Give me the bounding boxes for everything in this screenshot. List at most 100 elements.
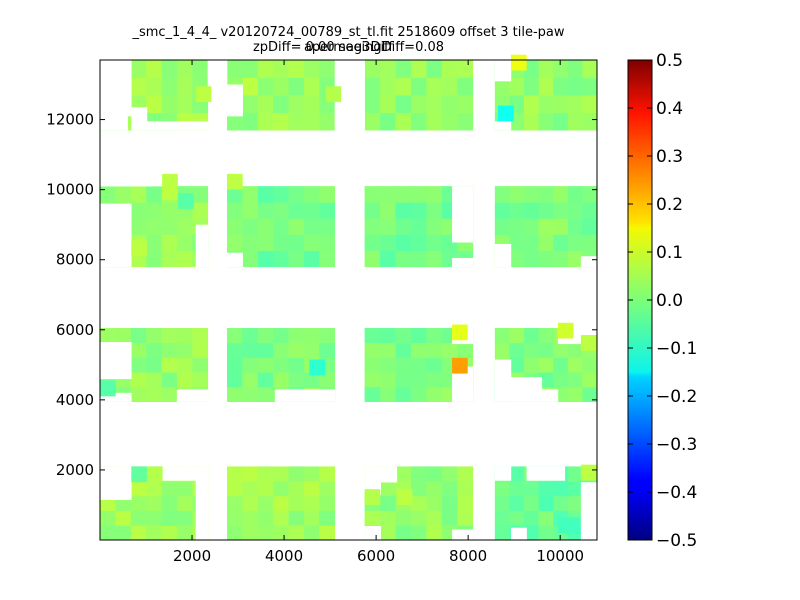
heatmap-gap bbox=[227, 252, 243, 268]
heatmap-cell bbox=[567, 112, 583, 131]
heatmap-cell bbox=[380, 218, 396, 235]
heatmap-cell bbox=[494, 495, 510, 511]
heatmap-cell bbox=[146, 95, 162, 113]
heatmap-cell bbox=[146, 481, 162, 497]
heatmap-cell bbox=[538, 112, 554, 131]
heatmap-cell bbox=[146, 372, 162, 388]
heatmap-cell bbox=[130, 495, 147, 511]
heatmap-cell bbox=[395, 77, 412, 96]
heatmap-cell bbox=[161, 372, 178, 388]
heatmap-cell bbox=[242, 342, 259, 358]
heatmap-gap bbox=[510, 527, 527, 541]
heatmap-cell bbox=[538, 77, 554, 96]
heatmap-cell bbox=[257, 95, 274, 113]
heatmap-cell bbox=[303, 202, 320, 219]
heatmap-highlight-cell bbox=[325, 86, 342, 103]
heatmap-cell bbox=[494, 202, 510, 219]
heatmap-cell bbox=[242, 481, 259, 497]
heatmap-cell bbox=[257, 495, 274, 511]
heatmap-highlight-cell bbox=[100, 380, 116, 397]
heatmap-cell bbox=[227, 525, 243, 541]
heatmap-cell bbox=[146, 186, 162, 203]
x-tick-label: 6000 bbox=[357, 547, 395, 565]
heatmap-cell bbox=[227, 202, 243, 219]
heatmap-cell bbox=[273, 495, 289, 511]
heatmap-cell bbox=[410, 386, 427, 403]
heatmap-cell bbox=[257, 234, 274, 251]
colorbar-tick-label: 0.1 bbox=[656, 243, 683, 263]
heatmap-cell bbox=[303, 60, 320, 78]
heatmap-cell bbox=[567, 95, 583, 113]
heatmap-highlight-cell bbox=[227, 173, 243, 190]
heatmap-cell bbox=[303, 112, 320, 131]
heatmap-cell bbox=[524, 112, 540, 131]
heatmap-cell bbox=[303, 218, 320, 235]
heatmap-cell bbox=[567, 386, 583, 403]
heatmap-cell bbox=[146, 386, 162, 403]
heatmap-cell bbox=[227, 328, 243, 344]
heatmap-cell bbox=[567, 202, 583, 219]
heatmap-cell bbox=[227, 510, 243, 526]
heatmap-cell bbox=[273, 60, 289, 78]
heatmap-cell bbox=[410, 481, 427, 497]
heatmap-cell bbox=[257, 372, 274, 388]
heatmap-cell bbox=[176, 357, 193, 373]
heatmap-cell bbox=[509, 218, 525, 235]
heatmap-cell bbox=[364, 186, 381, 203]
heatmap-cell bbox=[319, 250, 336, 268]
heatmap-cell bbox=[242, 386, 259, 403]
heatmap-cell bbox=[303, 495, 320, 511]
heatmap-gap bbox=[195, 224, 208, 268]
heatmap-cell bbox=[273, 202, 289, 219]
heatmap-cell bbox=[319, 466, 336, 482]
heatmap-cell bbox=[161, 525, 178, 541]
heatmap-cell bbox=[257, 525, 274, 541]
heatmap-cell bbox=[380, 525, 396, 541]
heatmap-gap bbox=[100, 203, 132, 257]
heatmap-cell bbox=[364, 357, 381, 373]
heatmap-gap bbox=[100, 482, 132, 501]
heatmap-cell bbox=[380, 202, 396, 219]
heatmap-cell bbox=[257, 510, 274, 526]
heatmap-cell bbox=[130, 60, 147, 78]
heatmap-cell bbox=[288, 60, 305, 78]
heatmap-cell bbox=[364, 342, 381, 358]
heatmap-cell bbox=[242, 186, 259, 203]
heatmap-cell bbox=[509, 495, 525, 511]
heatmap-cell bbox=[115, 328, 132, 344]
heatmap-cell bbox=[176, 342, 193, 358]
heatmap-cell bbox=[380, 342, 396, 358]
y-tick-label: 10000 bbox=[46, 181, 94, 199]
heatmap-highlight-cell bbox=[557, 322, 574, 339]
heatmap-gap bbox=[131, 107, 148, 131]
heatmap-cell bbox=[582, 95, 598, 113]
heatmap-cell bbox=[426, 386, 443, 403]
heatmap-cell bbox=[288, 372, 305, 388]
heatmap-cell bbox=[509, 234, 525, 251]
heatmap-cell bbox=[457, 342, 474, 358]
chart-subtitle: zpDiff= 0.00 seeingDiff=0.08 bbox=[252, 40, 445, 55]
x-tick-label: 8000 bbox=[449, 547, 487, 565]
heatmap-cell bbox=[553, 202, 569, 219]
heatmap-gap bbox=[494, 243, 512, 268]
colorbar-tick-label: 0.2 bbox=[656, 195, 683, 215]
heatmap-cell bbox=[303, 466, 320, 482]
heatmap-cell bbox=[553, 218, 569, 235]
heatmap-cell bbox=[257, 77, 274, 96]
heatmap-gap bbox=[541, 389, 559, 402]
heatmap-cell bbox=[553, 60, 569, 78]
heatmap-cell bbox=[364, 372, 381, 388]
heatmap-cell bbox=[494, 342, 510, 358]
heatmap-cell bbox=[441, 510, 458, 526]
heatmap-cell bbox=[410, 112, 427, 131]
heatmap-highlight-cell bbox=[364, 489, 381, 505]
heatmap-cell bbox=[130, 77, 147, 96]
heatmap-cell bbox=[146, 328, 162, 344]
heatmap-cell bbox=[553, 372, 569, 388]
heatmap-cell bbox=[176, 60, 193, 78]
heatmap-cell bbox=[273, 218, 289, 235]
heatmap-cell bbox=[161, 95, 178, 113]
heatmap-cell bbox=[538, 342, 554, 358]
heatmap-gap bbox=[526, 466, 566, 481]
